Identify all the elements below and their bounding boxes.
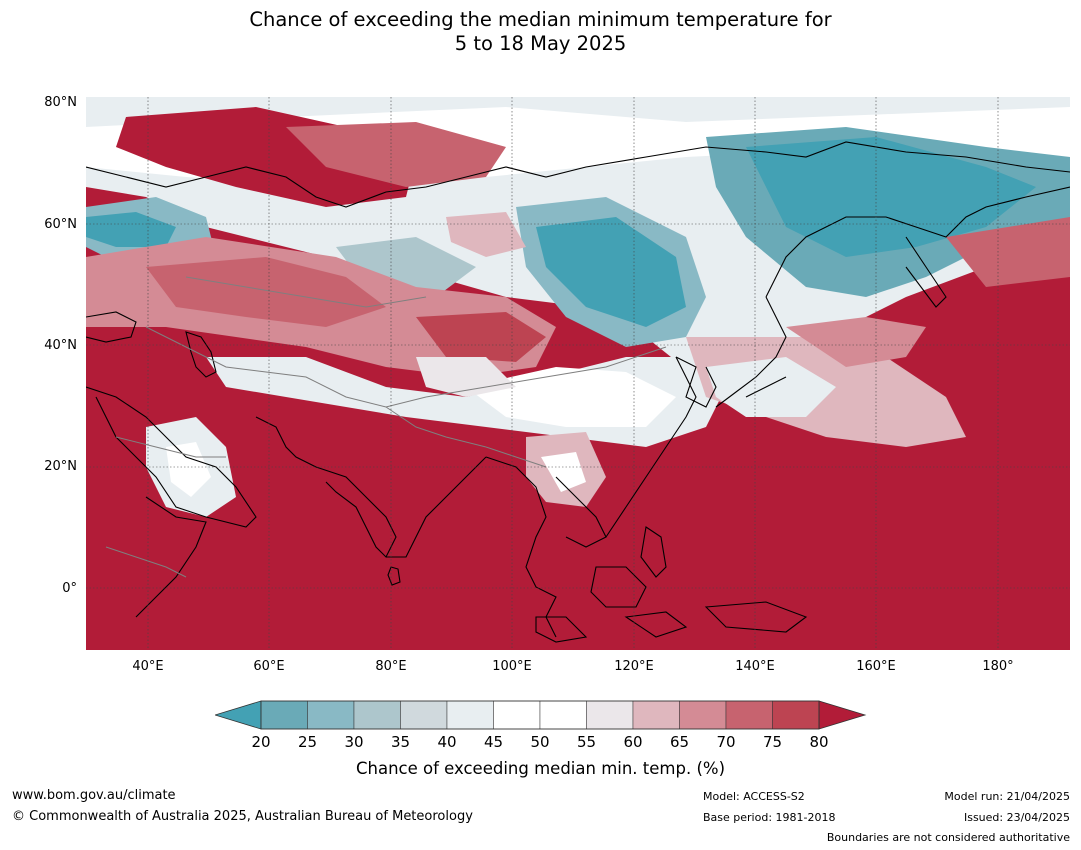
colorbar-tick-45: 45 (483, 733, 504, 751)
lon-label-60e: 60°E (253, 659, 285, 674)
colorbar-extend-high (818, 700, 867, 730)
issued-date: Issued: 23/04/2025 (963, 811, 1070, 824)
colorbar-tick-35: 35 (390, 733, 411, 751)
map-title-line-2: 5 to 18 May 2025 (454, 32, 627, 55)
colorbar (215, 700, 867, 730)
colorbar-cell (307, 700, 355, 730)
colorbar-tick-55: 55 (576, 733, 597, 751)
colorbar-tick-60: 60 (623, 733, 643, 751)
coastlines (86, 141, 1070, 643)
lon-label-180: 180° (982, 659, 1014, 674)
map-title-line-1: Chance of exceeding the median minimum t… (249, 8, 832, 31)
colorbar-cell (539, 700, 587, 730)
lon-label-40e: 40°E (132, 659, 164, 674)
lon-label-100e: 100°E (492, 659, 532, 674)
colorbar-cell (400, 700, 448, 730)
map-canvas (86, 97, 1070, 650)
lat-label-60n: 60°N (44, 217, 77, 232)
lon-label-80e: 80°E (375, 659, 407, 674)
colorbar-tick-50: 50 (530, 733, 550, 751)
lon-label-140e: 140°E (735, 659, 775, 674)
probability-map (86, 97, 1070, 650)
colorbar-tick-80: 80 (809, 733, 829, 751)
colorbar-cell (632, 700, 680, 730)
colorbar-cell (586, 700, 634, 730)
map-title: Chance of exceeding the median minimum t… (0, 8, 1081, 56)
model-run-date: Model run: 21/04/2025 (944, 790, 1070, 803)
website-link[interactable]: www.bom.gov.au/climate (12, 788, 176, 803)
colorbar-tick-40: 40 (437, 733, 457, 751)
model-name: Model: ACCESS-S2 (703, 790, 805, 803)
colorbar-extend-low (215, 700, 262, 730)
lon-label-120e: 120°E (614, 659, 654, 674)
colorbar-cell (772, 700, 820, 730)
colorbar-tick-20: 20 (251, 733, 271, 751)
colorbar-cell (260, 700, 308, 730)
colorbar-tick-75: 75 (762, 733, 783, 751)
probability-shading (86, 97, 1070, 517)
colorbar-cell (493, 700, 541, 730)
colorbar-cell (353, 700, 401, 730)
colorbar-cell (679, 700, 727, 730)
base-period: Base period: 1981-2018 (703, 811, 836, 824)
colorbar-cell (446, 700, 494, 730)
colorbar-tick-25: 25 (297, 733, 318, 751)
colorbar-tick-30: 30 (344, 733, 364, 751)
colorbar-outline (260, 700, 820, 730)
colorbar-tick-70: 70 (716, 733, 736, 751)
colorbar-tick-65: 65 (669, 733, 690, 751)
copyright-notice: © Commonwealth of Australia 2025, Austra… (12, 809, 473, 824)
colorbar-cell (725, 700, 773, 730)
lat-label-20n: 20°N (44, 459, 77, 474)
lon-label-160e: 160°E (856, 659, 896, 674)
boundaries-disclaimer: Boundaries are not considered authoritat… (826, 831, 1070, 844)
colorbar-label: Chance of exceeding median min. temp. (%… (355, 759, 726, 778)
lat-label-equator: 0° (62, 581, 77, 596)
country-borders (105, 276, 667, 578)
lat-label-80n: 80°N (44, 95, 77, 110)
colorbar-cells (215, 700, 867, 730)
lat-label-40n: 40°N (44, 338, 77, 353)
graticule (86, 97, 1070, 650)
